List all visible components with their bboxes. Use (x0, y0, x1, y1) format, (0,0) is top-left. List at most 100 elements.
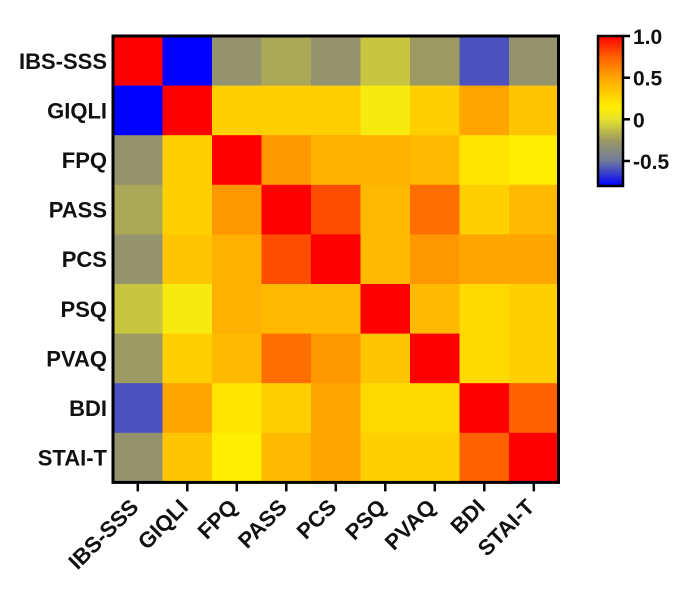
x-label-pass: PASS (233, 494, 292, 553)
heatmap-cell-bdi-pcs (311, 383, 362, 434)
x-label-pcs: PCS (292, 494, 342, 544)
colorbar-tick-label-1: 0.5 (633, 68, 663, 91)
colorbar-gradient (596, 34, 625, 188)
heatmap-cell-ibs-sss-giqli (162, 36, 213, 87)
heatmap-cell-pvaq-pcs (311, 333, 362, 384)
heatmap-cell-giqli-giqli (162, 85, 213, 136)
y-label-giqli: GIQLI (47, 98, 107, 123)
heatmap-cell-pass-bdi (459, 184, 510, 235)
heatmap-cell-pass-pcs (311, 184, 362, 235)
heatmap-cell-bdi-bdi (459, 383, 510, 434)
heatmap-cell-psq-bdi (459, 284, 510, 335)
y-label-psq: PSQ (61, 297, 107, 322)
heatmap-cell-pass-ibs-sss (113, 184, 164, 235)
heatmap-cell-giqli-pcs (311, 85, 362, 136)
heatmap-cell-pvaq-fpq (212, 333, 263, 384)
heatmap-cell-fpq-pcs (311, 135, 362, 186)
heatmap-cell-psq-fpq (212, 284, 263, 335)
x-label-giqli: GIQLI (133, 494, 193, 554)
heatmap-cell-ibs-sss-fpq (212, 36, 263, 87)
heatmap-cell-bdi-ibs-sss (113, 383, 164, 434)
heatmap-cell-giqli-ibs-sss (113, 85, 164, 136)
x-axis-ticks (136, 482, 536, 492)
heatmap-cell-pcs-ibs-sss (113, 234, 164, 285)
y-label-pvaq: PVAQ (46, 346, 107, 371)
heatmap-cell-giqli-stai-t (509, 85, 560, 136)
heatmap-cell-ibs-sss-pvaq (410, 36, 461, 87)
colorbar: 1.0 0.5 0 -0.5 (596, 26, 670, 188)
heatmap-cell-ibs-sss-ibs-sss (113, 36, 164, 87)
heatmap-cell-fpq-ibs-sss (113, 135, 164, 186)
y-label-fpq: FPQ (62, 148, 107, 173)
y-label-ibs-sss: IBS-SSS (19, 49, 107, 74)
heatmap-cell-stai-t-psq (360, 432, 411, 483)
colorbar-tick-label-2: 0 (633, 109, 645, 132)
heatmap-cell-bdi-fpq (212, 383, 263, 434)
heatmap-cell-ibs-sss-stai-t (509, 36, 560, 87)
heatmap-cell-bdi-pvaq (410, 383, 461, 434)
heatmap-cell-giqli-bdi (459, 85, 510, 136)
heatmap-cell-pvaq-bdi (459, 333, 510, 384)
heatmap-cell-fpq-pass (261, 135, 312, 186)
heatmap-cell-stai-t-pvaq (410, 432, 461, 483)
heatmap-cell-psq-giqli (162, 284, 213, 335)
heatmap-cell-pass-psq (360, 184, 411, 235)
heatmap-cell-giqli-fpq (212, 85, 263, 136)
heatmap-cell-stai-t-pass (261, 432, 312, 483)
heatmap-cell-pvaq-ibs-sss (113, 333, 164, 384)
heatmap-cell-psq-pass (261, 284, 312, 335)
heatmap-cell-fpq-pvaq (410, 135, 461, 186)
heatmap-cell-fpq-fpq (212, 135, 263, 186)
heatmap-cell-bdi-psq (360, 383, 411, 434)
x-label-stai-t: STAI-T (473, 494, 540, 561)
heatmap-cell-pvaq-pass (261, 333, 312, 384)
x-label-pvaq: PVAQ (380, 494, 441, 555)
heatmap-cell-pcs-stai-t (509, 234, 560, 285)
heatmap-cell-psq-pcs (311, 284, 362, 335)
heatmap-cell-stai-t-fpq (212, 432, 263, 483)
heatmap-cell-pass-pvaq (410, 184, 461, 235)
heatmap-cell-pass-fpq (212, 184, 263, 235)
heatmap-cell-pass-pass (261, 184, 312, 235)
heatmap-cell-pvaq-psq (360, 333, 411, 384)
heatmap-cell-pcs-pvaq (410, 234, 461, 285)
heatmap-cell-ibs-sss-pass (261, 36, 312, 87)
heatmap-cell-stai-t-pcs (311, 432, 362, 483)
heatmap-cell-pcs-pass (261, 234, 312, 285)
heatmap-cell-pcs-psq (360, 234, 411, 285)
heatmap-cell-pvaq-giqli (162, 333, 213, 384)
heatmap-cell-giqli-pvaq (410, 85, 461, 136)
x-label-ibs-sss: IBS-SSS (63, 494, 143, 574)
heatmap-cell-stai-t-bdi (459, 432, 510, 483)
heatmap-cell-psq-ibs-sss (113, 284, 164, 335)
heatmap-cell-fpq-giqli (162, 135, 213, 186)
heatmap-cells (113, 36, 560, 483)
heatmap-cell-pcs-fpq (212, 234, 263, 285)
colorbar-tick-label-3: -0.5 (633, 151, 670, 174)
heatmap-cell-psq-pvaq (410, 284, 461, 335)
heatmap-cell-ibs-sss-psq (360, 36, 411, 87)
y-label-stai-t: STAI-T (38, 446, 108, 471)
y-axis-labels: IBS-SSS GIQLI FPQ PASS PCS PSQ PVAQ BDI STAI-T (19, 49, 108, 471)
heatmap-cell-giqli-psq (360, 85, 411, 136)
heatmap-cell-fpq-psq (360, 135, 411, 186)
heatmap-cell-pvaq-stai-t (509, 333, 560, 384)
heatmap-cell-psq-stai-t (509, 284, 560, 335)
heatmap-cell-bdi-giqli (162, 383, 213, 434)
heatmap-cell-pass-giqli (162, 184, 213, 235)
heatmap-cell-ibs-sss-pcs (311, 36, 362, 87)
y-label-bdi: BDI (69, 396, 107, 421)
y-label-pass: PASS (49, 198, 107, 223)
heatmap-cell-fpq-bdi (459, 135, 510, 186)
heatmap-cell-pcs-pcs (311, 234, 362, 285)
heatmap-cell-pcs-bdi (459, 234, 510, 285)
heatmap-cell-pvaq-pvaq (410, 333, 461, 384)
heatmap-cell-ibs-sss-bdi (459, 36, 510, 87)
heatmap-cell-stai-t-ibs-sss (113, 432, 164, 483)
heatmap-cell-fpq-stai-t (509, 135, 560, 186)
heatmap-cell-stai-t-giqli (162, 432, 213, 483)
heatmap-cell-pcs-giqli (162, 234, 213, 285)
heatmap-cell-pass-stai-t (509, 184, 560, 235)
